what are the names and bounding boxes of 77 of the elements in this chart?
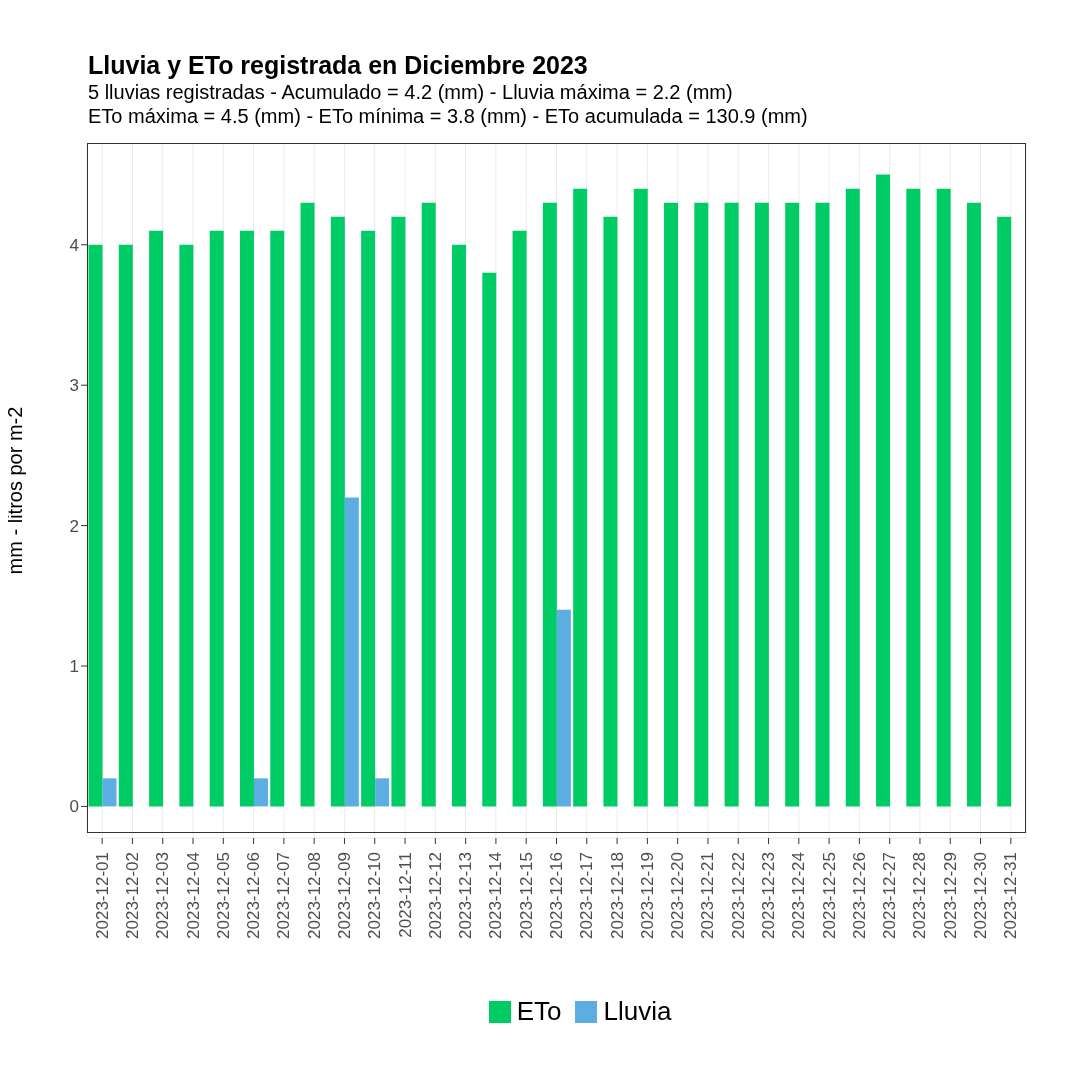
- bar: [118, 244, 133, 807]
- bar: [694, 202, 709, 807]
- x-tick-label: 2023-12-19: [637, 852, 657, 939]
- bar: [573, 188, 588, 807]
- bar: [815, 202, 830, 807]
- x-tick-label: 2023-12-26: [849, 852, 869, 939]
- x-tick-label: 2023-12-09: [334, 852, 354, 939]
- bar: [876, 174, 891, 807]
- x-tick-label: 2023-12-15: [516, 852, 536, 939]
- bar: [344, 497, 359, 807]
- bar: [482, 272, 497, 807]
- bar: [253, 778, 268, 807]
- y-tick-label: 1: [69, 657, 79, 677]
- x-tick-label: 2023-12-07: [274, 852, 294, 939]
- y-tick-label: 2: [69, 516, 79, 536]
- bar: [375, 778, 390, 807]
- x-tick-label: 2023-12-28: [910, 852, 930, 939]
- bar: [361, 230, 376, 807]
- x-tick-label: 2023-12-29: [940, 852, 960, 939]
- legend-label: Lluvia: [603, 996, 672, 1027]
- bar: [300, 202, 315, 807]
- bar: [542, 202, 557, 807]
- x-tick-label: 2023-12-14: [486, 852, 506, 939]
- x-tick-label: 2023-12-04: [183, 852, 203, 939]
- y-tick-label: 0: [69, 797, 79, 817]
- bar: [633, 188, 648, 807]
- x-tick-label: 2023-12-17: [577, 852, 597, 939]
- bar: [452, 244, 466, 807]
- x-tick-label: 2023-12-22: [728, 852, 748, 939]
- bar: [556, 609, 571, 807]
- x-tick-label: 2023-12-31: [1001, 852, 1021, 939]
- bar: [102, 778, 117, 807]
- bar: [785, 202, 800, 807]
- x-tick-label: 2023-12-03: [153, 852, 173, 939]
- x-tick-label: 2023-12-25: [819, 852, 839, 939]
- y-axis-title: mm - litros por m-2: [4, 406, 27, 575]
- bar: [664, 202, 679, 807]
- y-tick-label: 3: [69, 376, 79, 396]
- x-tick-label: 2023-12-18: [607, 852, 627, 939]
- chart-subtitle: 5 lluvias registradas - Acumulado = 4.2 (mm) - Lluvia máxima = 2.2 (mm) ETo máxima = 4.5 (mm) - ETo mínima = 3.8 (mm) - ETo acumulada = 130.9 (mm): [88, 80, 809, 128]
- x-tick-label: 2023-12-24: [789, 852, 809, 939]
- bar: [88, 244, 103, 807]
- y-tick-label: 4: [69, 235, 79, 255]
- bar: [754, 202, 769, 807]
- x-tick-label: 2023-12-12: [425, 852, 445, 939]
- bar: [270, 230, 285, 807]
- bar: [149, 230, 164, 807]
- bar: [239, 230, 254, 807]
- legend-label: ETo: [516, 996, 562, 1027]
- x-tick-label: 2023-12-02: [122, 852, 142, 939]
- x-tick-label: 2023-12-08: [304, 852, 324, 939]
- x-tick-label: 2023-12-01: [92, 852, 112, 939]
- x-tick-label: 2023-12-11: [395, 852, 415, 938]
- x-tick-label: 2023-12-27: [880, 852, 900, 939]
- bar: [936, 188, 951, 807]
- x-tick-label: 2023-12-05: [213, 852, 233, 939]
- x-tick-label: 2023-12-23: [759, 852, 779, 939]
- x-tick-label: 2023-12-20: [668, 852, 688, 939]
- bar: [966, 202, 981, 807]
- bar: [724, 202, 739, 807]
- bar: [512, 230, 527, 807]
- bar: [179, 244, 194, 807]
- bar: [997, 216, 1012, 807]
- bar: [845, 188, 860, 807]
- bar: [209, 230, 224, 807]
- x-tick-label: 2023-12-30: [971, 852, 991, 939]
- x-tick-label: 2023-12-21: [698, 852, 718, 939]
- bar: [906, 188, 921, 807]
- x-tick-label: 2023-12-06: [244, 852, 264, 939]
- bar: [421, 202, 436, 807]
- x-tick-label: 2023-12-10: [365, 852, 385, 939]
- x-tick-label: 2023-12-13: [456, 852, 476, 939]
- x-tick-label: 2023-12-16: [547, 852, 566, 939]
- bar: [391, 216, 406, 807]
- bar: [603, 216, 618, 807]
- chart-title: Lluvia y ETo registrada en Diciembre 2023: [88, 50, 589, 80]
- bar: [330, 216, 345, 807]
